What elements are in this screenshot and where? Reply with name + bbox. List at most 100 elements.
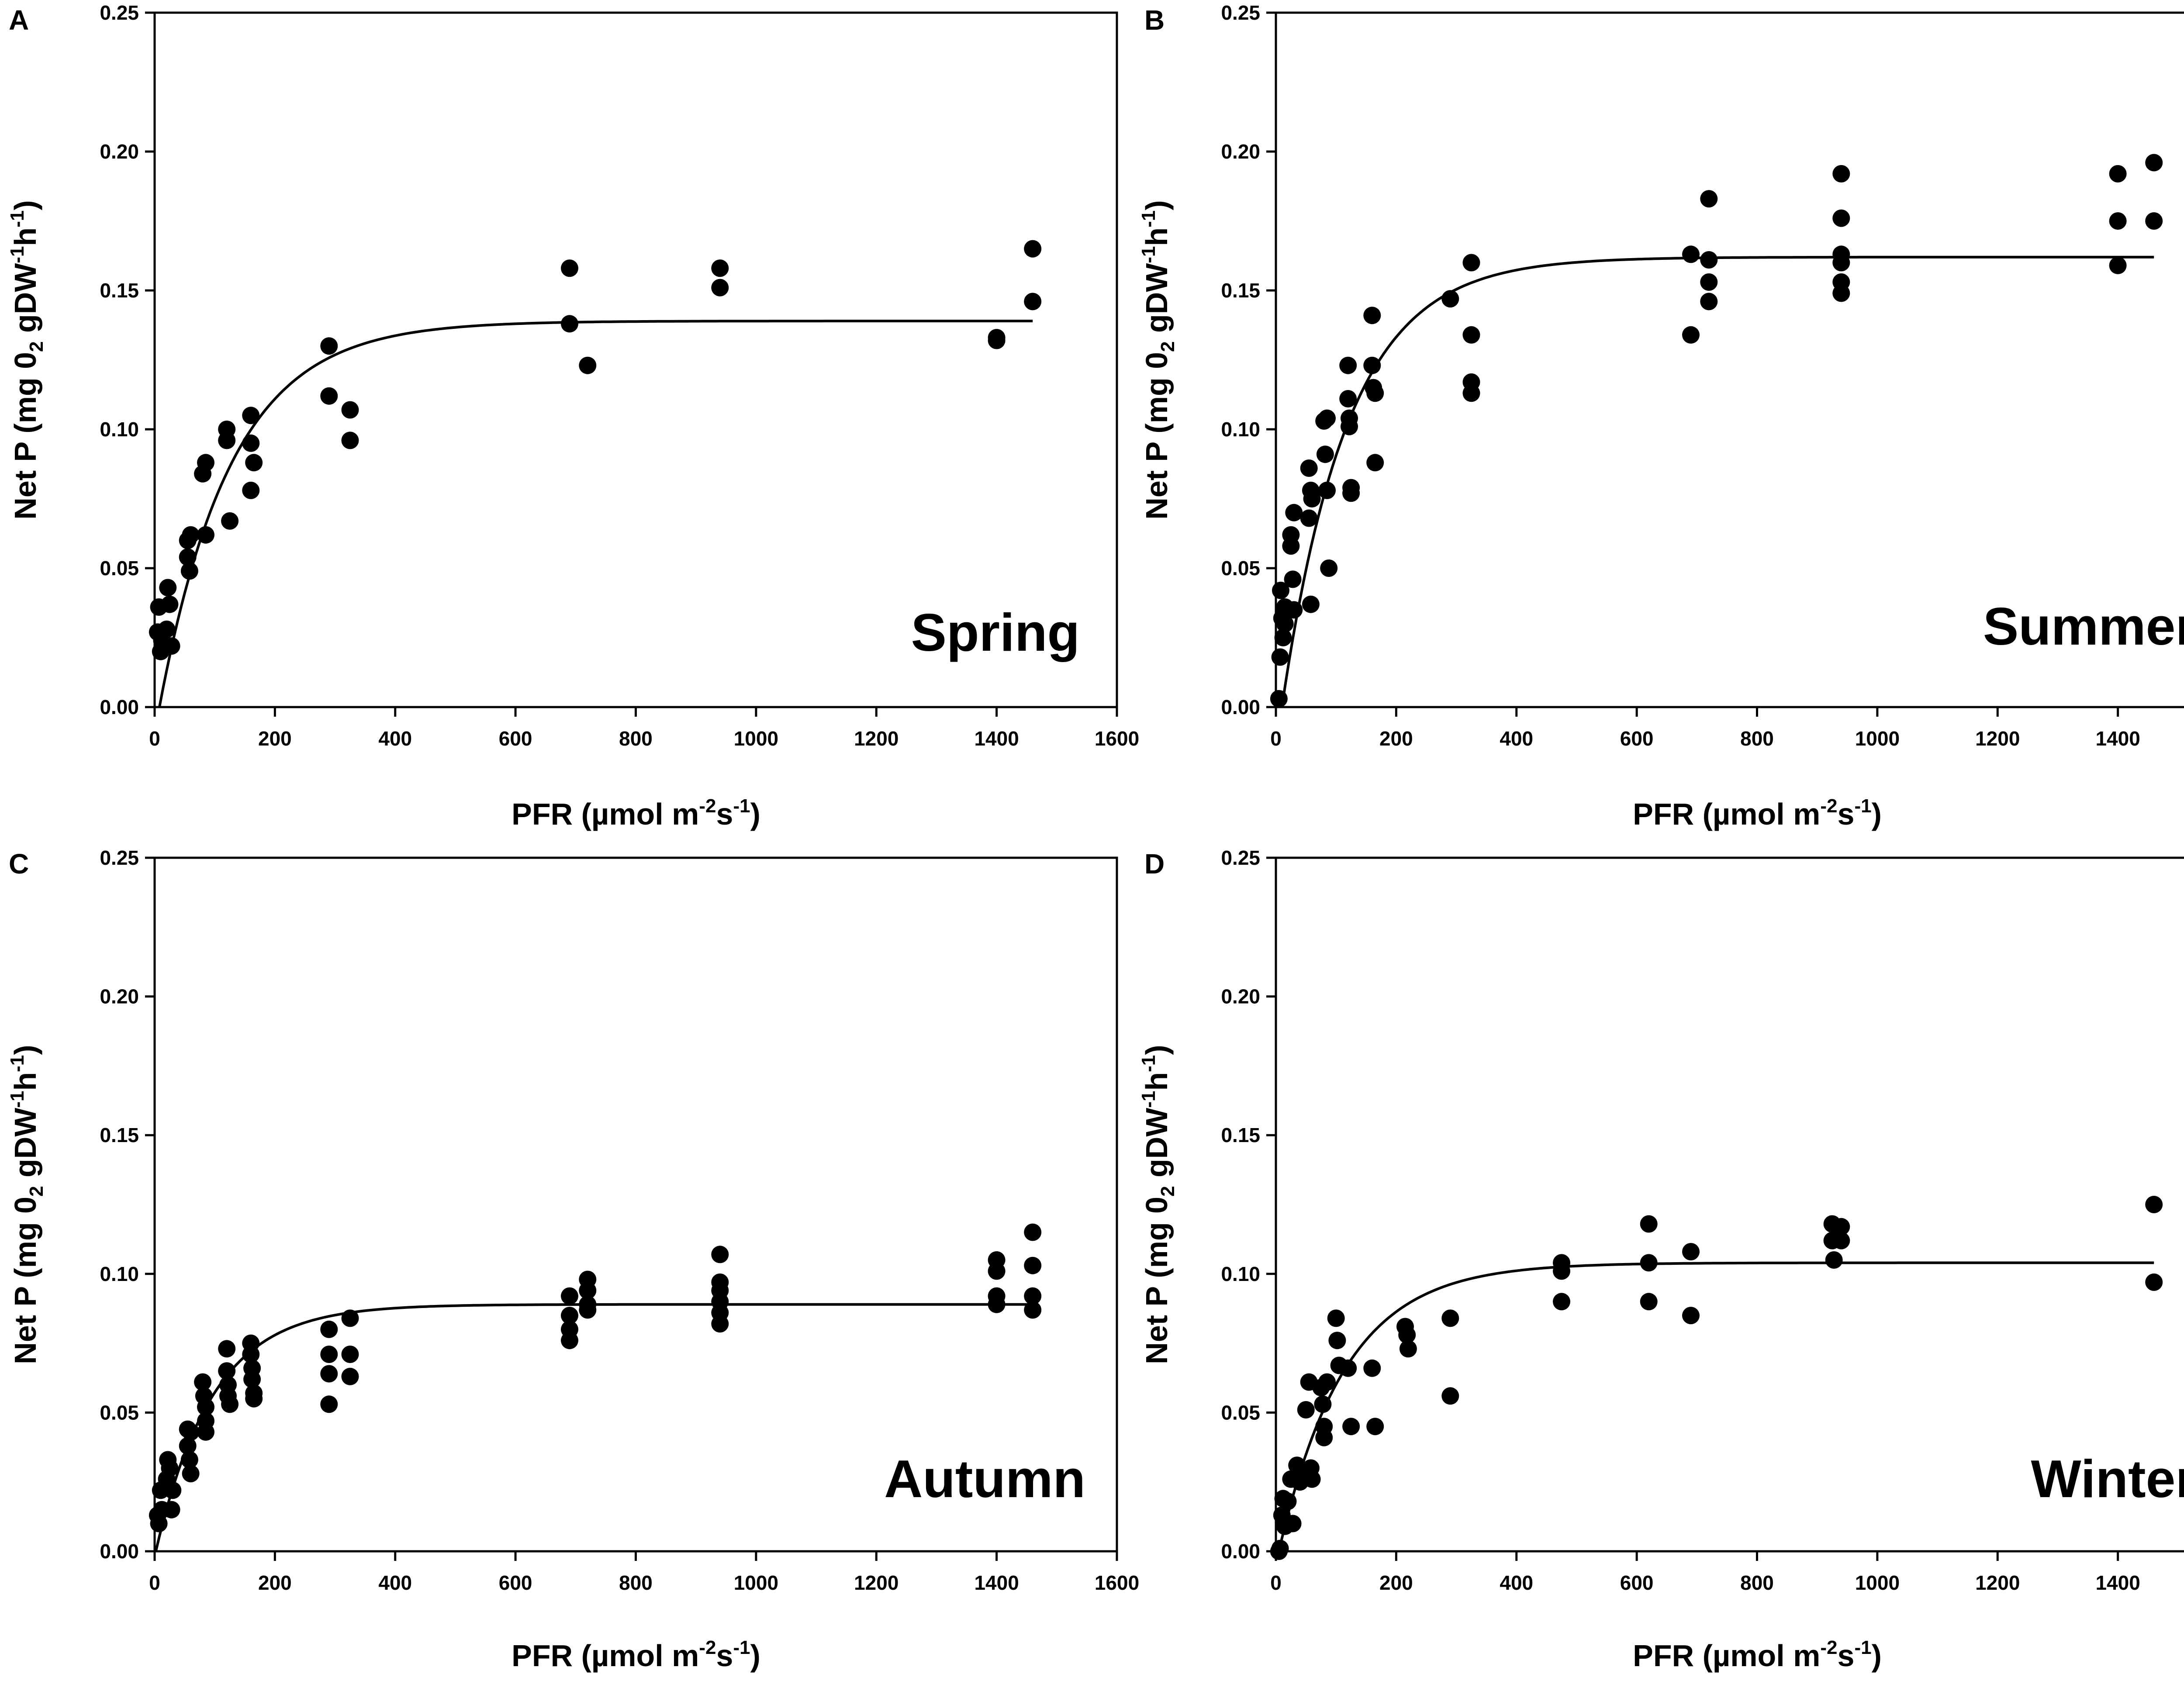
panel-a-data-point <box>341 431 359 449</box>
panel-b-fit-curve <box>1280 255 2154 708</box>
panel-a-y-tick-label: 0.20 <box>100 140 139 163</box>
panel-b-data-point <box>1462 326 1480 344</box>
panel-a-data-point <box>197 454 214 472</box>
panel-d-data-point <box>1832 1218 1850 1236</box>
panel-b-data-point <box>1700 190 1718 208</box>
panel-a-data-point <box>245 454 263 472</box>
panel-c-data-point <box>711 1315 729 1333</box>
panel-c-y-axis-title: Net P (mg 02 gDW-1h-1) <box>7 1045 47 1364</box>
panel-d-fit-curve <box>1277 1261 2154 1552</box>
panel-c-data-point <box>711 1246 729 1263</box>
panel-d-data-point <box>2145 1273 2163 1291</box>
panel-b-data-point <box>1274 629 1292 646</box>
panel-c-data-point <box>341 1346 359 1363</box>
panel-d-y-tick-label: 0.00 <box>1221 1540 1260 1563</box>
panel-c-x-tick-label: 200 <box>258 1571 292 1594</box>
panel-b-x-tick-label: 800 <box>1740 727 1774 750</box>
panel-d-x-tick-label: 1400 <box>2095 1571 2140 1594</box>
panel-d-data-point <box>1279 1492 1297 1510</box>
panel-c-data-point <box>194 1373 212 1391</box>
panel-a-data-point <box>242 481 260 499</box>
panel-b-data-point <box>2109 165 2127 183</box>
panel-d-y-tick-label: 0.20 <box>1221 985 1260 1008</box>
panel-a-x-tick-label: 1200 <box>854 727 898 750</box>
panel-a-fit-curve <box>158 320 1033 708</box>
panel-b-data-point <box>1300 509 1318 527</box>
panel-b-data-point <box>1276 615 1294 633</box>
panel-a-letter: A <box>9 4 29 36</box>
panel-b-data-point <box>1832 165 1850 183</box>
panel-b-y-tick-label: 0.25 <box>1221 1 1260 24</box>
panel-a-x-tick-label: 800 <box>619 727 653 750</box>
panel-b-data-point <box>1318 409 1336 427</box>
panel-d-x-tick-label: 1000 <box>1855 1571 1900 1594</box>
panel-d-data-point <box>1398 1326 1416 1344</box>
panel-b-data-point <box>1270 690 1288 708</box>
panel-b-data-point <box>1363 356 1381 374</box>
panel-c-data-point <box>1024 1287 1042 1305</box>
panel-a-data-point <box>711 279 729 297</box>
panel-c-data-point <box>341 1309 359 1327</box>
panel-b-data-point <box>1320 559 1338 577</box>
panel-c-data-point <box>179 1437 197 1455</box>
panel-b-data-point <box>1339 356 1357 374</box>
panel-b-data-point <box>1271 648 1289 666</box>
panel-c-data-point <box>180 1451 198 1469</box>
panel-d-data-point <box>1640 1215 1658 1233</box>
panel-c-y-tick-label: 0.15 <box>100 1124 139 1146</box>
panel-a-data-point <box>320 387 338 405</box>
panel-b-y-axis: 0.00 0.05 0.10 0.15 0.20 0.25 <box>1221 1 1276 718</box>
panel-b-data-point <box>1318 481 1336 499</box>
panel-c-data-point <box>1024 1256 1042 1274</box>
panel-c-x-tick-label: 400 <box>378 1571 412 1594</box>
panel-a-data-point <box>561 259 578 277</box>
panel-a-data-point <box>179 548 197 566</box>
panel-b-x-tick-label: 1200 <box>1975 727 2020 750</box>
panel-b-x-tick-label: 0 <box>1270 727 1282 750</box>
panel-c-data-point <box>245 1390 263 1408</box>
panel-a-data-point <box>1024 240 1042 258</box>
panel-b-letter: B <box>1144 4 1165 36</box>
panel-c-data-point <box>150 1515 168 1533</box>
panel-c-x-tick-label: 600 <box>499 1571 532 1594</box>
panel-c-data-point <box>197 1423 214 1441</box>
panel-d-y-axis-title: Net P (mg 02 gDW-1h-1) <box>1138 1045 1178 1364</box>
panel-a-data-point <box>218 431 236 449</box>
panel-c-data-point <box>164 1481 182 1499</box>
panel-c-y-tick-label: 0.20 <box>100 985 139 1008</box>
panel-c-y-tick-label: 0.00 <box>100 1540 139 1563</box>
panel-d-data-point <box>2145 1196 2163 1213</box>
panel-a-data-point <box>161 595 179 613</box>
panel-a-x-tick-label: 1400 <box>974 727 1019 750</box>
panel-c-data-point <box>579 1281 597 1299</box>
panel-d-data-point <box>1318 1373 1336 1391</box>
panel-d-data-point <box>1342 1418 1360 1436</box>
panel-b-data-point <box>1366 384 1384 402</box>
panel-d-x-tick-label: 600 <box>1620 1571 1654 1594</box>
panel-a-data-point <box>711 259 729 277</box>
panel-a-y-tick-label: 0.25 <box>100 1 139 24</box>
panel-a-data-points <box>149 240 1042 660</box>
panel-c-data-point <box>561 1287 578 1305</box>
panel-b-season-label: Summer <box>1983 597 2184 656</box>
panel-c-data-point <box>320 1320 338 1338</box>
panel-d-data-point <box>1284 1515 1302 1533</box>
panel-a-data-point <box>320 337 338 355</box>
panel-a-data-point <box>242 434 260 452</box>
panel-d-data-point <box>1339 1359 1357 1377</box>
panel-d-data-point <box>1366 1418 1384 1436</box>
panel-c-y-tick-label: 0.25 <box>100 846 139 869</box>
panel-d-data-point <box>1441 1309 1459 1327</box>
panel-a-spring: A 0 200 400 600 800 1000 1200 1400 1600 0.00 0.05… <box>7 1 1139 831</box>
panel-b-data-point <box>2109 212 2127 230</box>
panel-b-x-tick-label: 400 <box>1500 727 1533 750</box>
panel-a-data-point <box>158 620 176 638</box>
panel-b-y-tick-label: 0.20 <box>1221 140 1260 163</box>
panel-c-x-axis-title: PFR (µmol m-2s-1) <box>511 1637 760 1673</box>
panel-c-data-point <box>221 1395 239 1413</box>
panel-c-data-point <box>242 1346 260 1363</box>
panel-a-x-axis-title: PFR (µmol m-2s-1) <box>511 795 760 831</box>
panel-d-data-point <box>1297 1401 1315 1419</box>
panel-d-x-tick-label: 1200 <box>1975 1571 2020 1594</box>
